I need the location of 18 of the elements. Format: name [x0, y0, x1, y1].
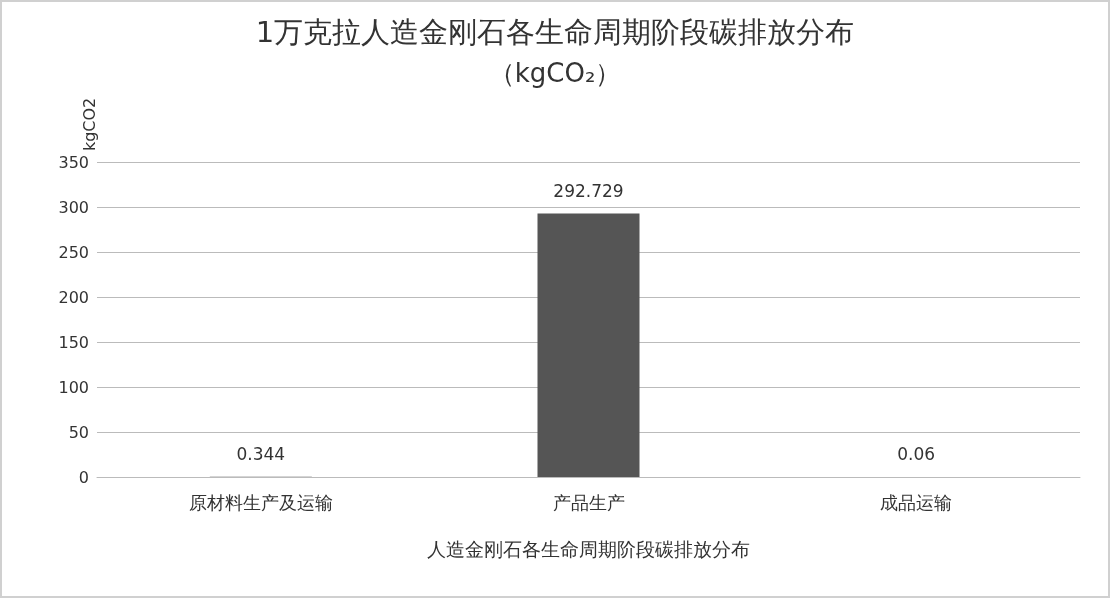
y-tick-label: 0 — [78, 467, 89, 487]
chart-subtitle: （kgCO₂） — [488, 58, 622, 88]
y-tick-label: 100 — [58, 377, 89, 397]
x-tick-label: 产品生产 — [552, 491, 625, 513]
data-label: 292.729 — [553, 181, 624, 202]
x-tick-label: 原材料生产及运输 — [188, 491, 333, 513]
y-tick-label: 200 — [58, 287, 89, 307]
y-tick-label: 50 — [68, 422, 89, 442]
y-tick-label: 150 — [58, 332, 89, 352]
data-label: 0.344 — [236, 444, 286, 465]
chart-title: 1万克拉人造金刚石各生命周期阶段碳排放分布 — [255, 14, 855, 49]
x-tick-label: 成品运输 — [880, 491, 953, 513]
y-tick-label: 350 — [58, 152, 89, 172]
y-tick-label: 250 — [58, 242, 89, 262]
data-label: 0.06 — [897, 444, 936, 465]
y-axis-title: kgCO2 — [79, 97, 99, 152]
y-tick-label: 300 — [58, 197, 89, 217]
x-axis-title: 人造金刚石各生命周期阶段碳排放分布 — [427, 537, 750, 560]
